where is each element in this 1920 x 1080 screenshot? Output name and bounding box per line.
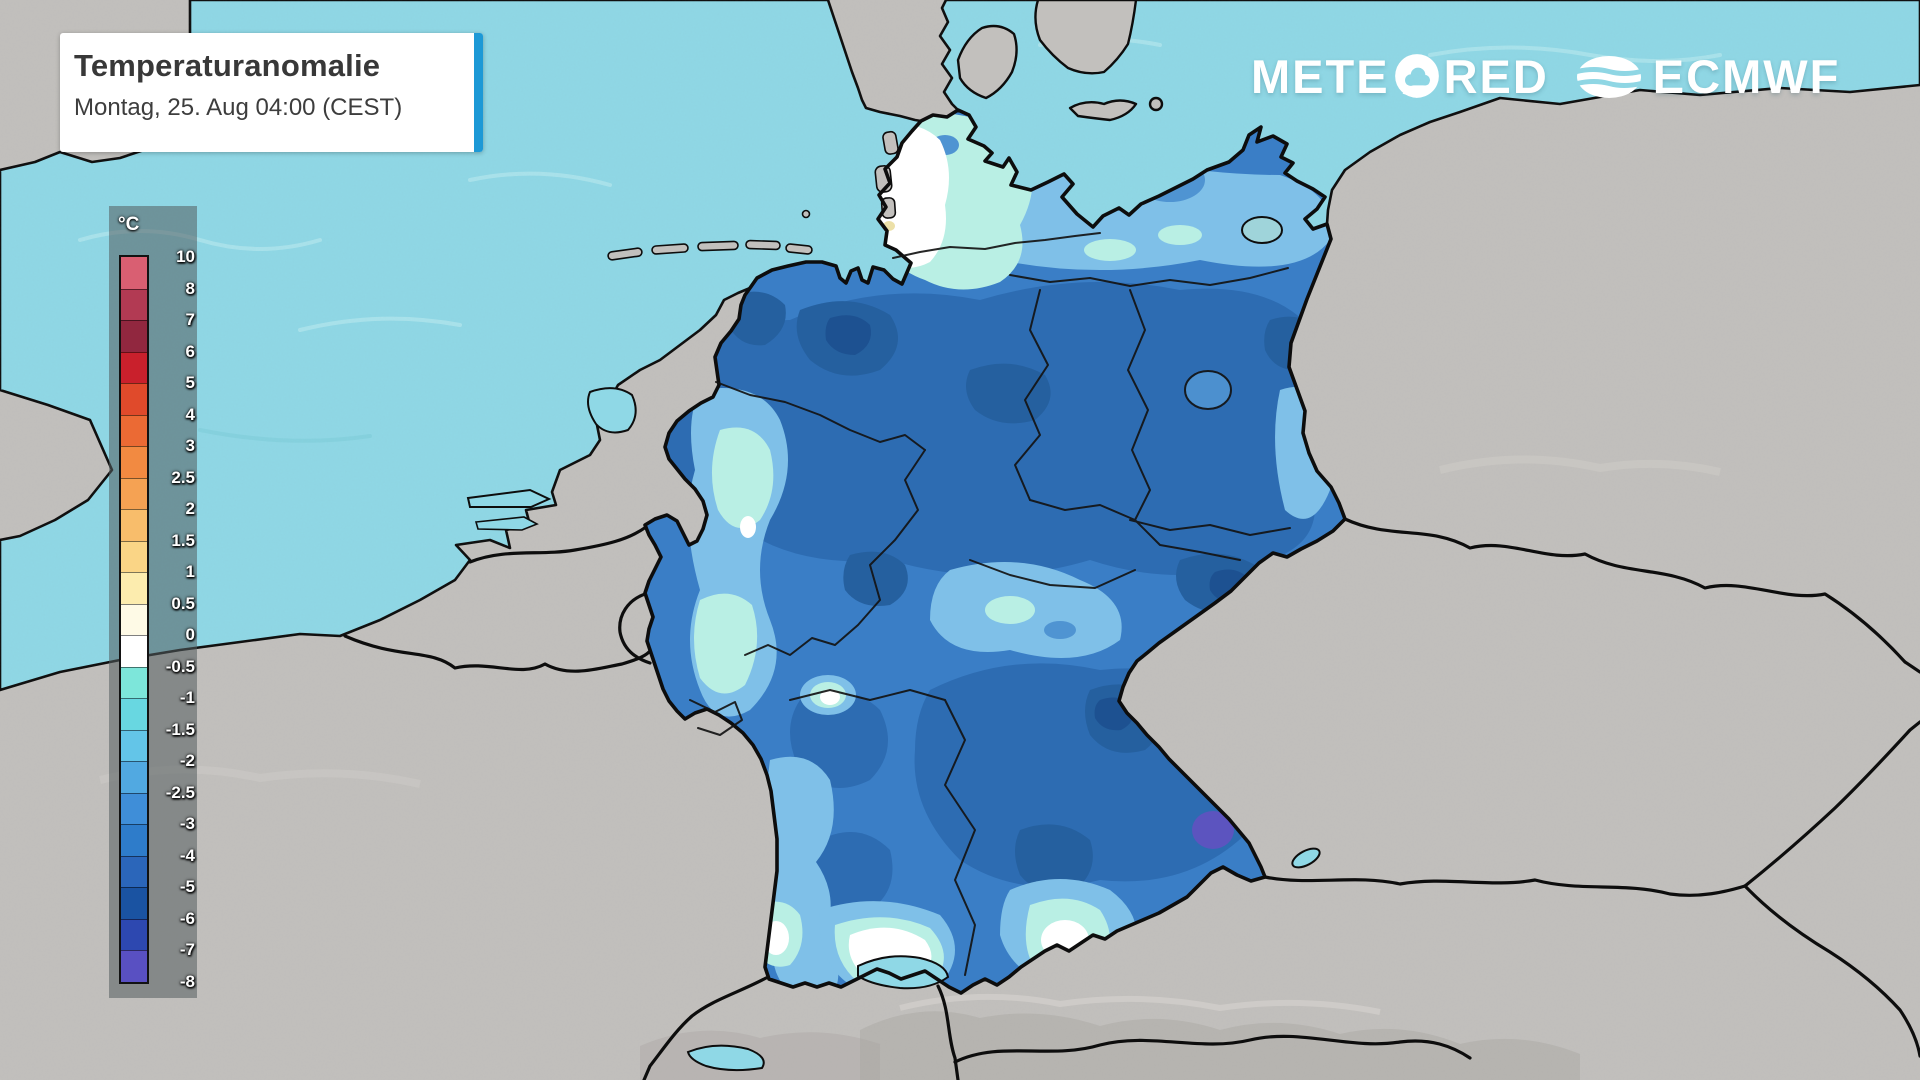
legend-swatch [121,666,147,698]
legend-swatch [121,635,147,667]
border-fr-ch [642,976,768,1080]
legend-tick-label: -7 [179,940,195,959]
legend-tick-label: 8 [185,278,195,298]
legend-swatch [121,477,147,509]
legend-tick-label: 4 [185,404,195,424]
border-ch-at [936,984,960,1080]
lake-constance [857,955,950,990]
legend-swatch [121,950,147,982]
legend-tick-label: 2.5 [171,467,195,487]
legend-swatch [121,603,147,635]
border-be-fr [343,634,651,673]
legend-tick-label: -6 [179,908,195,928]
ecmwf-knot-icon [1574,54,1643,100]
legend-tick-label: -2.5 [165,782,195,802]
border-nl-be [468,525,648,564]
legend-tick-label: 7 [185,310,195,329]
legend-tick-label: 10 [176,247,195,266]
legend-swatch [121,414,147,446]
ecmwf-wordmark: ECMWF [1652,50,1841,103]
legend-tick-label: -1 [179,688,195,707]
border-cz-pl [1343,517,1920,674]
legend-tick-label: -0.5 [165,656,195,676]
meteored-wordmark-prefix: METE [1251,50,1390,103]
berlin-ring [1184,370,1232,410]
lagoon-szczecin [1241,216,1283,244]
legend-swatch [121,446,147,478]
border-luxembourg [618,592,652,665]
border-at-hu [1743,884,1920,1058]
legend-swatch [121,792,147,824]
legend-swatch [121,855,147,887]
legend-tick-label: -2 [179,751,195,770]
legend-swatch [121,729,147,761]
brand-logos: METE RED ECMWF [1251,48,1840,106]
legend-tick-label: -8 [179,971,195,991]
legend-tick-label: -5 [179,877,195,896]
lake-east [1291,847,1321,869]
legend-swatch [121,572,147,604]
legend-tick-label: 5 [185,373,195,392]
legend-swatch [121,509,147,541]
state-borders [689,232,1291,976]
lake-geneva [686,1044,765,1072]
accent-stripe [474,33,483,152]
country-borders [343,108,1920,1080]
lake-ijsselmeer [587,387,637,434]
legend-tick-label: 0.5 [171,593,195,613]
legend-swatch [121,887,147,919]
legend-swatch [121,320,147,352]
border-cz-sk [1743,720,1920,888]
legend-swatch [121,257,147,289]
legend-tick-label: 2 [185,499,195,518]
legend-tick-label: 6 [185,341,195,361]
legend-swatch [121,761,147,793]
legend-tick-label: 3 [185,436,195,455]
meteored-wordmark-suffix: RED [1443,50,1549,103]
legend-tick-label: 1 [185,562,195,581]
map-title: Temperaturanomalie [74,48,381,83]
coastal-islands [607,130,899,261]
legend-swatch [121,918,147,950]
legend-swatch [121,383,147,415]
germany-outline [643,108,1347,995]
legend-color-bar [119,255,149,984]
delta-inlet-2 [474,516,539,531]
legend-tick-label: 0 [185,625,195,644]
legend-swatch [121,698,147,730]
legend-tick-label: -3 [179,814,195,833]
border-at-it [953,1034,1472,1064]
meteored-bubble-cloud-icon [1391,52,1442,102]
title-card: Temperaturanomalie Montag, 25. Aug 04:00… [60,33,483,152]
legend-swatch [121,288,147,320]
temperature-scale-legend: °C 10 8 7 6 5 4 3 2.5 2 1.5 1 0.5 0 -0.5 -1 -1.5 -2 -2.5 -… [109,206,197,998]
map-datetime: Montag, 25. Aug 04:00 (CEST) [74,94,403,121]
legend-swatch [121,351,147,383]
legend-swatch [121,824,147,856]
delta-inlet [466,488,552,508]
legend-tick-label: -1.5 [165,719,195,739]
legend-tick-label: -4 [179,845,195,865]
danish-islands [956,0,1164,122]
border-cz-at [1263,875,1747,897]
legend-tick-label: 1.5 [171,530,195,550]
legend-swatch [121,540,147,572]
lakes [466,216,1321,1072]
legend-unit-label: °C [118,214,140,235]
